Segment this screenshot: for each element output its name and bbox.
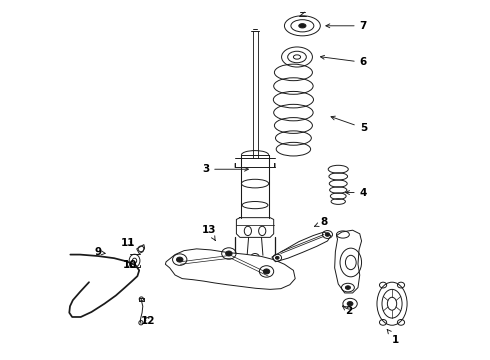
Text: 8: 8: [315, 217, 327, 227]
Polygon shape: [166, 249, 295, 289]
Ellipse shape: [299, 24, 306, 28]
Ellipse shape: [176, 257, 183, 262]
Ellipse shape: [345, 286, 350, 289]
Text: 1: 1: [387, 329, 399, 345]
Text: 4: 4: [345, 188, 367, 198]
Text: 7: 7: [326, 21, 367, 31]
Polygon shape: [335, 230, 362, 293]
Text: 2: 2: [343, 306, 353, 316]
Text: 6: 6: [320, 55, 367, 67]
Text: 3: 3: [202, 164, 248, 174]
Ellipse shape: [275, 256, 279, 259]
Text: 10: 10: [123, 260, 138, 270]
Text: 9: 9: [95, 247, 105, 257]
Ellipse shape: [225, 251, 232, 256]
Polygon shape: [272, 232, 331, 262]
Ellipse shape: [263, 269, 270, 274]
Text: 13: 13: [202, 225, 217, 240]
Text: 12: 12: [141, 316, 155, 325]
Ellipse shape: [325, 233, 330, 236]
Text: 11: 11: [121, 238, 136, 248]
Text: 5: 5: [331, 116, 367, 133]
Ellipse shape: [347, 302, 353, 306]
Polygon shape: [137, 244, 145, 253]
